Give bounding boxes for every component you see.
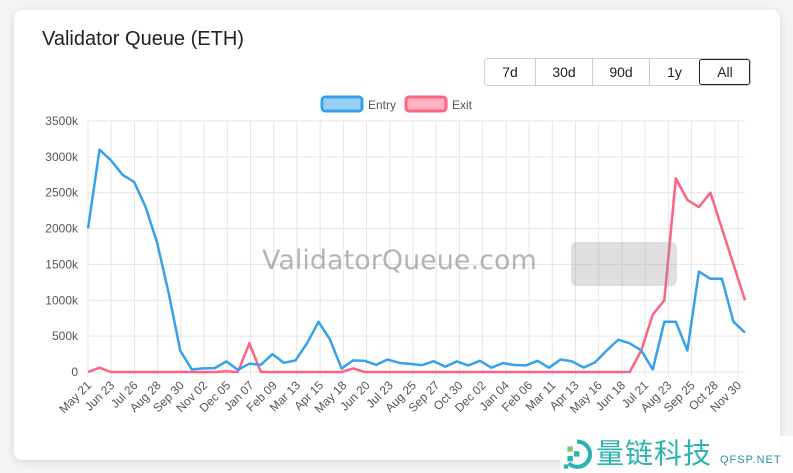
- range-selector: 7d 30d 90d 1y All: [484, 58, 751, 86]
- series-line-entry: [86, 148, 746, 371]
- range-7d-button[interactable]: 7d: [485, 59, 535, 85]
- legend-swatch-exit: [404, 95, 448, 113]
- y-tick-label: 2500k: [45, 186, 79, 200]
- logo-text-en: QFSP.NET: [720, 454, 782, 466]
- series-line-exit: [87, 177, 747, 374]
- legend-swatch-entry: [320, 95, 364, 113]
- range-all-button[interactable]: All: [699, 59, 750, 85]
- y-tick-label: 1000k: [45, 293, 79, 307]
- y-tick-label: 2000k: [45, 222, 79, 236]
- logo-text-cn: 量链科技: [596, 438, 713, 469]
- watermark: ValidatorQueue.com: [262, 245, 537, 276]
- legend-label-exit: Exit: [452, 98, 473, 112]
- range-30d-button[interactable]: 30d: [535, 59, 592, 85]
- legend-label-entry: Entry: [368, 98, 396, 112]
- logo-icon: [563, 439, 592, 469]
- range-90d-button[interactable]: 90d: [592, 59, 649, 85]
- chart-card: Validator Queue (ETH) 7d 30d 90d 1y All: [14, 10, 780, 460]
- y-tick-label: 500k: [52, 329, 79, 343]
- tooltip: [571, 242, 677, 286]
- chart-title: Validator Queue (ETH): [42, 28, 244, 50]
- y-tick-label: 3500k: [45, 114, 79, 128]
- corner-logo: 量链科技 QFSP.NET: [560, 436, 793, 473]
- y-tick-label: 0: [71, 365, 78, 379]
- y-tick-label: 1500k: [45, 257, 79, 271]
- range-1y-button[interactable]: 1y: [649, 59, 699, 85]
- y-tick-label: 3000k: [45, 150, 79, 164]
